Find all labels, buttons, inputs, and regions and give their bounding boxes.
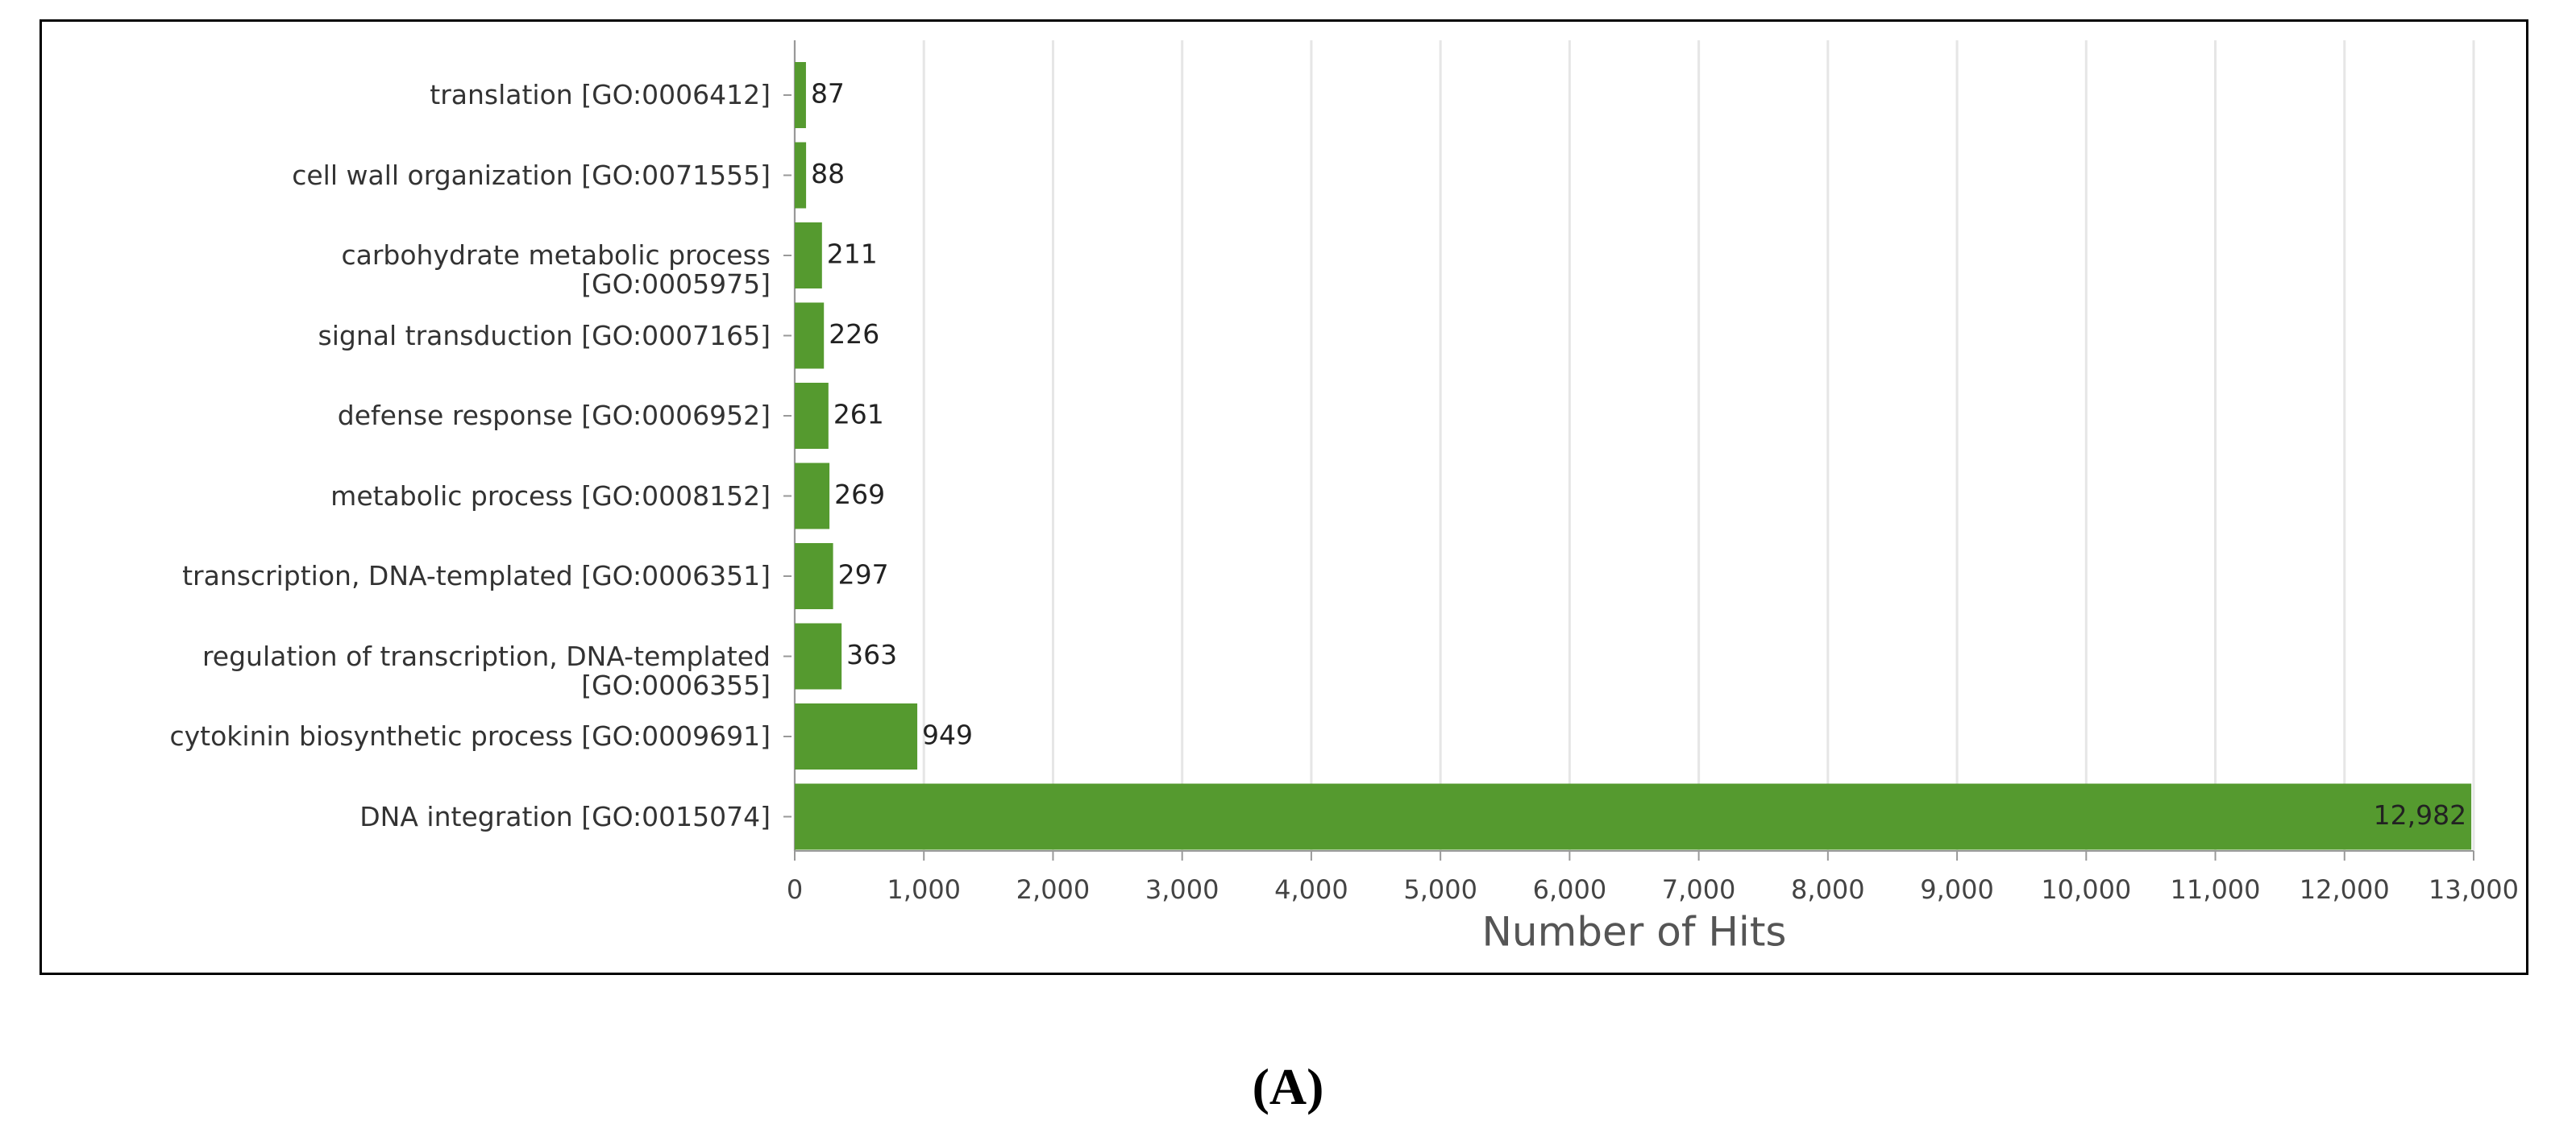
- bar: [795, 222, 822, 288]
- value-label: 12,982: [2374, 799, 2466, 831]
- x-tick-label: 12,000: [2300, 874, 2390, 905]
- value-label: 87: [811, 78, 845, 110]
- bar: [795, 383, 829, 449]
- bar: [795, 142, 807, 209]
- bar: [795, 623, 842, 690]
- x-tick-label: 4,000: [1274, 874, 1348, 905]
- x-tick-label: 5,000: [1403, 874, 1477, 905]
- value-label: 226: [829, 318, 879, 350]
- y-tick-label: defense response [GO:0006952]: [337, 400, 771, 431]
- chart-frame: [39, 19, 2528, 975]
- x-tick-label: 8,000: [1791, 874, 1865, 905]
- y-tick-label: signal transduction [GO:0007165]: [318, 319, 771, 351]
- y-tick-label: cytokinin biosynthetic process [GO:00096…: [169, 720, 771, 752]
- y-tick-label: regulation of transcription, DNA-templat…: [202, 640, 771, 701]
- x-axis-title: Number of Hits: [1482, 909, 1787, 956]
- y-tick-label: translation [GO:0006412]: [430, 79, 771, 110]
- bar: [795, 543, 833, 609]
- x-tick-label: 11,000: [2171, 874, 2261, 905]
- value-label: 949: [922, 720, 973, 751]
- x-tick-label: 10,000: [2041, 874, 2131, 905]
- x-tick-label: 1,000: [887, 874, 961, 905]
- value-label: 88: [811, 158, 845, 189]
- y-tick-label: metabolic process [GO:0008152]: [330, 479, 771, 512]
- bar: [795, 703, 918, 770]
- bar: [795, 783, 2472, 850]
- y-tick-label: carbohydrate metabolic process [GO:00059…: [341, 239, 771, 300]
- value-label: 269: [834, 479, 885, 510]
- caption: (A): [1252, 1058, 1324, 1115]
- x-tick-label: 7,000: [1662, 874, 1736, 905]
- value-label: 261: [833, 399, 884, 430]
- y-tick-label: cell wall organization [GO:0071555]: [292, 159, 771, 191]
- bar: [795, 302, 825, 369]
- value-label: 363: [846, 639, 897, 670]
- x-tick-label: 13,000: [2429, 874, 2519, 905]
- x-tick-label: 3,000: [1145, 874, 1219, 905]
- bar: [795, 463, 830, 529]
- y-tick-label: transcription, DNA-templated [GO:0006351…: [182, 560, 771, 591]
- x-tick-label: 2,000: [1016, 874, 1091, 905]
- bar: [795, 62, 806, 128]
- y-tick-label: DNA integration [GO:0015074]: [359, 800, 771, 832]
- x-tick-label: 6,000: [1533, 874, 1607, 905]
- value-label: 297: [838, 559, 889, 591]
- x-tick-label: 9,000: [1920, 874, 1994, 905]
- value-label: 211: [827, 239, 878, 270]
- x-tick-label: 0: [787, 874, 803, 905]
